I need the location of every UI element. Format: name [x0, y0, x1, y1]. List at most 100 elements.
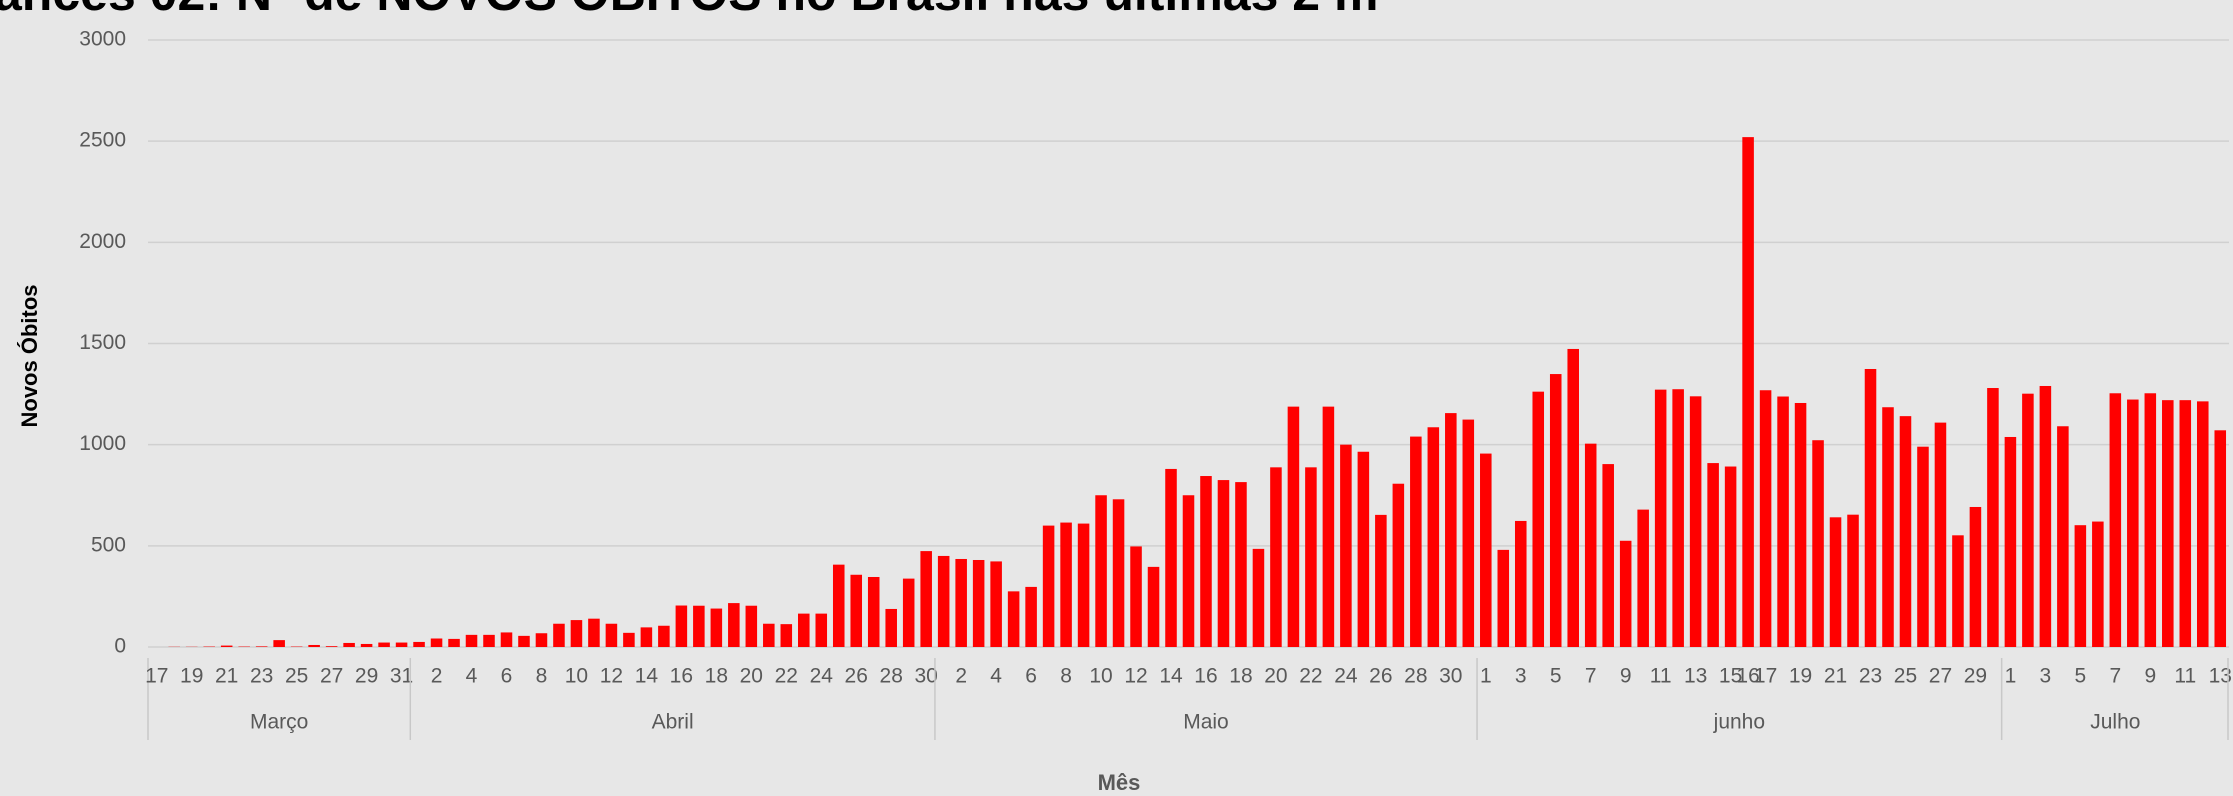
bar [1182, 495, 1195, 647]
bar [1462, 419, 1475, 647]
x-tick-label: 23 [250, 665, 273, 688]
x-tick-label: 12 [1124, 665, 1147, 688]
bar [2179, 400, 2192, 647]
bar [1637, 509, 1649, 647]
x-tick-label: 25 [285, 665, 308, 688]
x-tick-label: 19 [180, 665, 203, 688]
x-tick-label: 25 [1894, 665, 1917, 688]
x-tick-label: 29 [355, 665, 378, 688]
bar [937, 555, 950, 647]
bar [1392, 483, 1405, 647]
x-tick-label: 17 [1754, 665, 1777, 688]
group-label: Julho [2090, 711, 2140, 734]
group-label: Abril [652, 711, 694, 734]
bar [1480, 453, 1492, 647]
bar [1567, 348, 1579, 647]
bar [2144, 393, 2157, 647]
bar [465, 634, 478, 647]
bar [2162, 400, 2174, 647]
x-tick-label: 12 [600, 665, 623, 688]
x-tick-label: 7 [1585, 665, 1597, 688]
bar [1899, 416, 1912, 647]
bar [1707, 463, 1719, 647]
bar [395, 642, 408, 647]
bar [483, 634, 495, 647]
x-tick-label: 22 [775, 665, 798, 688]
bar [990, 561, 1002, 647]
bar [1672, 389, 1684, 647]
bar [1689, 396, 1702, 647]
x-tick-label: 13 [1684, 665, 1707, 688]
bar [867, 576, 880, 647]
bar [1829, 517, 1842, 647]
bar [832, 564, 845, 647]
x-tick-label: 8 [536, 665, 548, 688]
x-tick-label: 4 [466, 665, 478, 688]
bar [2127, 399, 2139, 647]
bar [1095, 495, 1107, 647]
bar [1532, 391, 1545, 647]
bar [1077, 523, 1090, 647]
x-tick-label: 24 [810, 665, 834, 688]
bar [675, 605, 688, 647]
bar [1917, 446, 1929, 647]
bar [1742, 137, 1754, 647]
x-tick-label: 16 [1736, 665, 1759, 688]
bar [1864, 368, 1877, 647]
bar [1042, 525, 1055, 647]
bar [1654, 389, 1667, 647]
x-tick-label: 7 [2109, 665, 2121, 688]
group-label: junho [1713, 711, 1765, 734]
bar [1952, 535, 1964, 647]
bar [1025, 586, 1037, 647]
bar [518, 635, 530, 647]
bar [623, 632, 635, 647]
bar [413, 641, 425, 647]
x-tick-label: 14 [1159, 665, 1183, 688]
x-tick-label: 21 [1824, 665, 1847, 688]
x-tick-label: 16 [1194, 665, 1217, 688]
bar [2214, 430, 2227, 647]
bar [1847, 514, 1859, 647]
bar [1322, 406, 1335, 647]
x-tick-label: 3 [2040, 665, 2052, 688]
x-tick-label: 23 [1859, 665, 1882, 688]
x-tick-label: 1 [2005, 665, 2017, 688]
x-tick-label: 8 [1060, 665, 1072, 688]
bar [1427, 427, 1440, 647]
bar [430, 638, 443, 647]
x-tick-label: 20 [740, 665, 763, 688]
bar [745, 605, 758, 647]
bar [360, 643, 373, 647]
bar [500, 632, 513, 647]
bar [1357, 451, 1370, 647]
bar [1549, 374, 1562, 647]
bar [1794, 402, 1807, 647]
x-tick-label: 28 [1404, 665, 1427, 688]
x-tick-label: 1 [1480, 665, 1492, 688]
bar [220, 645, 233, 647]
bar [780, 624, 793, 647]
x-tick-label: 13 [2209, 665, 2232, 688]
bar [308, 644, 320, 647]
y-tick-label: 3000 [79, 28, 126, 51]
x-tick-label: 21 [215, 665, 238, 688]
bar [2074, 525, 2087, 647]
bar [273, 640, 285, 647]
y-tick-label: 1000 [79, 432, 126, 455]
bar [1165, 468, 1177, 647]
bar [1724, 466, 1737, 647]
x-axis-title: Mês [1098, 770, 1141, 795]
bar [1777, 396, 1789, 647]
bar [798, 613, 810, 647]
x-tick-label: 18 [1229, 665, 1252, 688]
x-tick-label: 24 [1334, 665, 1358, 688]
group-label: Maio [1183, 711, 1229, 734]
group-label: Março [250, 711, 308, 734]
bar [1252, 548, 1265, 647]
bar [1270, 467, 1282, 647]
bar [2022, 393, 2034, 647]
x-tick-label: 28 [880, 665, 903, 688]
bar [1287, 406, 1300, 647]
